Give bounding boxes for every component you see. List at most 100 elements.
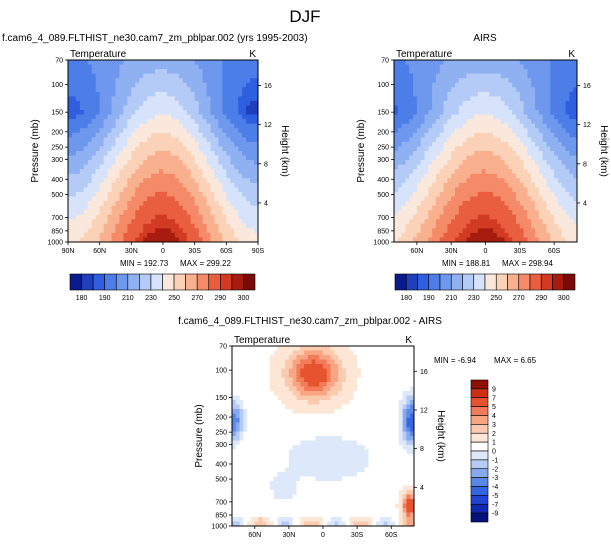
field-cell [413,91,418,97]
field-cell [230,214,235,220]
field-cell [151,137,156,143]
field-cell [489,196,494,202]
field-cell [416,137,422,143]
field-cell [238,141,243,148]
field-cell [364,431,370,437]
field-cell [569,228,574,234]
field-cell [334,409,339,415]
field-cell [107,146,113,152]
field-cell [489,119,494,125]
field-cell [573,110,577,116]
field-cell [226,105,231,111]
field-cell [262,422,267,428]
field-cell [508,196,513,202]
field-cell [416,182,422,188]
field-cell [466,96,471,102]
field-cell [143,128,148,134]
field-cell [391,391,396,397]
field-cell [230,169,235,175]
field-cell [424,114,429,120]
field-cell [258,422,263,428]
field-cell [170,123,176,129]
field-cell [285,409,290,415]
field-cell [504,123,509,129]
field-cell [527,110,532,116]
field-cell [68,160,73,166]
field-cell [222,132,227,138]
field-cell [500,73,506,79]
field-cell [111,232,117,239]
field-cell [401,123,407,129]
field-cell [190,210,196,216]
field-cell [304,346,309,352]
field-cell [391,377,396,383]
field-cell [250,364,256,370]
field-cell [99,237,105,242]
field-cell [416,105,422,111]
field-cell [232,418,237,424]
field-cell [202,169,208,175]
field-cell [451,60,456,66]
field-cell [273,373,279,379]
field-cell [95,82,101,88]
field-cell [178,214,184,220]
field-cell [226,128,231,134]
field-cell [147,196,152,202]
field-cell [341,391,347,397]
field-cell [182,169,188,175]
field-cell [75,191,81,198]
field-cell [151,169,156,175]
field-cell [147,182,152,188]
field-cells [232,346,414,526]
field-cell [516,210,521,216]
field-cell [394,237,399,242]
field-cell [115,237,121,242]
field-cell [99,78,105,84]
field-cell [230,210,235,216]
field-cell [155,164,160,170]
field-cell [531,173,536,179]
field-cell [413,82,418,88]
field-cell [409,196,414,202]
field-cell [166,210,172,216]
field-cell [281,431,286,437]
field-cell [485,91,490,97]
field-cell [214,128,220,134]
field-cell [360,418,366,424]
field-cell [405,182,410,188]
field-cell [75,178,81,184]
field-cell [550,96,555,102]
field-cell [143,137,148,143]
field-cell [206,223,212,229]
field-cell [234,214,239,220]
height-tick-label: 12 [583,122,591,129]
field-cell [557,114,563,120]
field-cell [194,73,200,79]
field-cell [462,64,468,70]
field-cell [226,132,231,138]
field-cell [250,191,255,198]
field-cell [315,368,320,374]
field-cell [107,178,113,184]
field-cell [462,160,468,166]
field-cell [451,82,456,88]
field-cell [83,155,89,161]
field-cell [147,119,152,125]
field-cell [250,78,255,84]
field-cell [304,377,309,383]
field-cell [281,413,286,419]
field-cell [159,82,164,88]
field-cell [242,228,247,234]
field-cell [398,359,404,365]
field-cell [71,201,77,207]
field-cell [79,205,85,211]
field-cell [170,182,176,188]
field-cell [462,137,468,143]
field-cell [155,155,160,161]
field-cell [542,205,548,211]
field-cell [103,60,109,66]
field-cell [139,173,144,179]
field-cell [439,228,445,234]
field-cell [470,187,475,193]
field-cell [565,201,570,207]
